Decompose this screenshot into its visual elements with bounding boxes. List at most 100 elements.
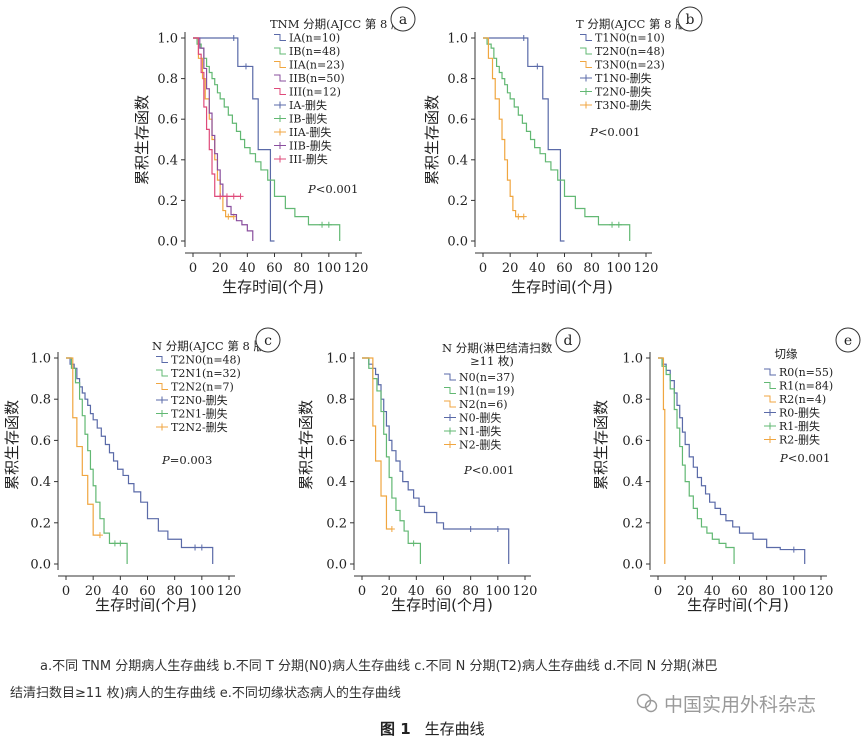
legend-censor-swatch bbox=[156, 396, 168, 404]
x-tick-label: 80 bbox=[583, 261, 600, 276]
x-tick-label: 20 bbox=[502, 261, 519, 276]
censor-mark bbox=[217, 193, 224, 200]
p-value: P=0.003 bbox=[161, 453, 212, 467]
legend-entry: N0-删失 bbox=[459, 412, 501, 425]
legend-entry: III-删失 bbox=[289, 153, 328, 166]
legend-entry: IIB(n=50) bbox=[289, 72, 345, 85]
x-tick-label: 40 bbox=[704, 584, 721, 599]
censor-mark bbox=[410, 540, 417, 547]
legend-censor-swatch bbox=[274, 155, 286, 163]
censor-mark bbox=[790, 546, 797, 553]
legend-censor-swatch bbox=[580, 74, 592, 82]
legend-entry: T2N2(n=7) bbox=[171, 381, 234, 394]
legend-entry: III(n=12) bbox=[289, 86, 341, 99]
km-panel-c: 0.0 0.2 0.4 0.6 0.8 1.0 0 20 40 60 80 100 120 累积生存函数生… bbox=[3, 327, 281, 614]
legend-entry: N1(n=19) bbox=[459, 385, 515, 398]
x-tick-label: 60 bbox=[435, 584, 452, 599]
y-tick-label: 0.2 bbox=[622, 516, 643, 531]
legend-entry: T2N2-删失 bbox=[171, 421, 228, 434]
y-tick-label: 0.0 bbox=[447, 235, 468, 250]
y-tick-label: 0.6 bbox=[447, 113, 468, 128]
y-tick-label: 0.0 bbox=[622, 558, 643, 573]
figure-label: 图 1 bbox=[380, 720, 411, 738]
legend-censor-swatch bbox=[274, 115, 286, 122]
censor-mark bbox=[242, 63, 249, 70]
panel-badge bbox=[555, 327, 581, 353]
legend-line-swatch bbox=[274, 34, 286, 41]
legend-d: N 分期(淋巴结清扫数≥11 枚) N0(n=37)N1(n=19)N2(n=6)… bbox=[442, 341, 553, 452]
caption-line-2: 结清扫数目≥11 枚)病人的生存曲线 e.不同切缘状态病人的生存曲线 bbox=[10, 686, 401, 701]
y-tick-label: 1.0 bbox=[622, 352, 643, 367]
censor-mark bbox=[494, 525, 501, 532]
legend-censor-swatch bbox=[580, 88, 592, 95]
legend-entry: N1-删失 bbox=[459, 425, 501, 438]
legend-line-swatch bbox=[764, 395, 776, 403]
legend-entry: T3N0-删失 bbox=[595, 99, 652, 112]
legend-censor-swatch bbox=[444, 414, 456, 421]
legend-line-swatch bbox=[444, 387, 456, 394]
y-axis-label: 累积生存函数 bbox=[297, 400, 315, 490]
y-tick-label: 0.6 bbox=[326, 434, 347, 449]
legend-entry: R1-删失 bbox=[779, 420, 820, 433]
y-tick-label: 0.0 bbox=[157, 235, 178, 250]
legend-entry: T2N0-删失 bbox=[171, 394, 228, 407]
y-tick-label: 1.0 bbox=[30, 352, 51, 367]
legend-line-swatch bbox=[274, 88, 286, 95]
panel-letter: d bbox=[564, 333, 573, 349]
y-tick-label: 0.4 bbox=[30, 475, 51, 490]
legend-entry: IIB-删失 bbox=[289, 140, 332, 153]
censor-mark bbox=[534, 63, 541, 70]
legend-entry: T2N0-删失 bbox=[595, 86, 652, 99]
legend-title: N 分期(淋巴结清扫数 bbox=[442, 341, 553, 355]
panel-letter: a bbox=[399, 12, 407, 28]
panel-badge bbox=[390, 6, 416, 32]
legend-entry: T2N1(n=32) bbox=[171, 367, 241, 380]
x-tick-label: 60 bbox=[139, 584, 156, 599]
censor-mark bbox=[237, 193, 244, 200]
y-axis-label: 累积生存函数 bbox=[3, 400, 21, 490]
legend-title-2: ≥11 枚) bbox=[470, 354, 514, 368]
censor-mark bbox=[520, 35, 527, 41]
p-value: P<0.001 bbox=[779, 451, 830, 465]
legend-line-swatch bbox=[274, 47, 286, 55]
y-tick-label: 0.2 bbox=[326, 516, 347, 531]
x-tick-label: 120 bbox=[344, 261, 369, 276]
censor-mark bbox=[225, 213, 232, 220]
legend-entry: IA-删失 bbox=[289, 99, 327, 112]
watermark: 中国实用外科杂志 bbox=[664, 694, 817, 716]
censor-mark bbox=[520, 213, 527, 220]
x-tick-label: 100 bbox=[316, 261, 341, 276]
p-value: P<0.001 bbox=[589, 125, 640, 139]
censor-mark bbox=[609, 221, 616, 228]
legend-censor-swatch bbox=[444, 441, 456, 448]
x-tick-label: 60 bbox=[556, 261, 573, 276]
y-tick-label: 0.4 bbox=[447, 153, 468, 168]
km-curve-c-2 bbox=[66, 357, 100, 536]
x-tick-label: 40 bbox=[529, 261, 546, 276]
x-tick-label: 100 bbox=[781, 584, 806, 599]
censor-mark bbox=[223, 193, 230, 200]
km-curve-a-0 bbox=[193, 37, 275, 242]
legend-entry: R2(n=4) bbox=[779, 393, 826, 406]
censor-mark bbox=[192, 544, 199, 551]
panel-badge bbox=[677, 6, 703, 32]
legend-entry: IB(n=48) bbox=[289, 45, 340, 58]
y-tick-label: 0.8 bbox=[447, 72, 468, 87]
y-tick-label: 0.8 bbox=[622, 393, 643, 408]
km-panel-d: 0.0 0.2 0.4 0.6 0.8 1.0 0 20 40 60 80 100 120 累积生存函数生… bbox=[297, 327, 581, 614]
legend-entry: T3N0(n=23) bbox=[595, 59, 665, 72]
y-tick-label: 0.4 bbox=[326, 475, 347, 490]
km-curve-a-4 bbox=[193, 37, 241, 197]
y-axis-label: 累积生存函数 bbox=[423, 95, 441, 185]
km-curve-a-2 bbox=[193, 37, 234, 218]
legend-entry: T2N0(n=48) bbox=[171, 354, 241, 367]
x-axis-label: 生存时间(个月) bbox=[511, 278, 613, 296]
legend-line-swatch bbox=[580, 34, 592, 41]
legend-entry: N0(n=37) bbox=[459, 371, 515, 384]
legend-entry: T1N0(n=10) bbox=[595, 32, 665, 45]
legend-line-swatch bbox=[156, 369, 168, 377]
panel-badge bbox=[835, 327, 861, 353]
x-tick-label: 100 bbox=[485, 584, 510, 599]
km-curve-b-1 bbox=[483, 37, 631, 241]
